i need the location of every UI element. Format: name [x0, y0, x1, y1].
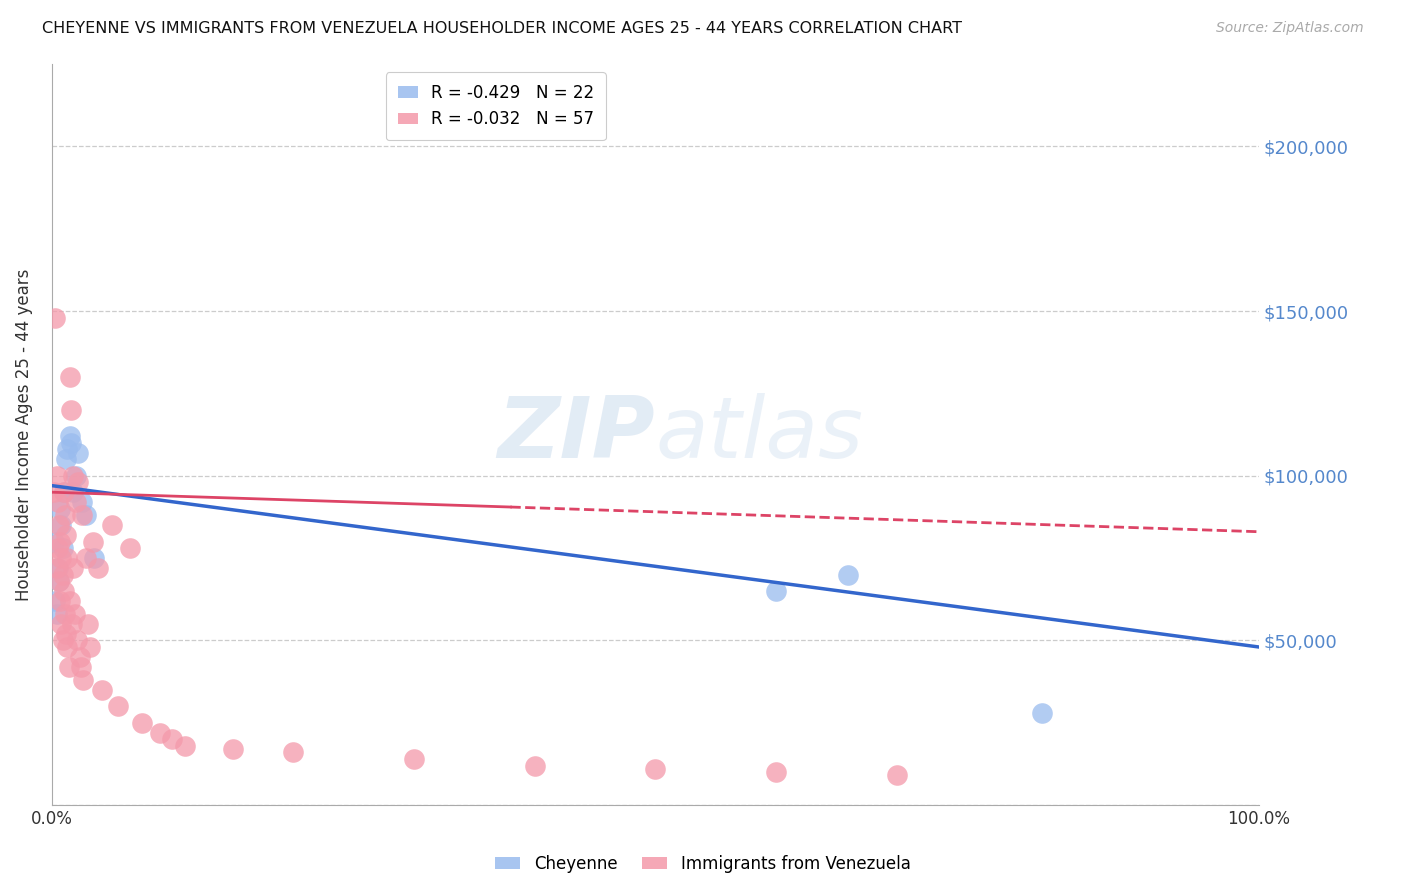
- Point: [765, 584, 787, 599]
- Point: [886, 768, 908, 782]
- Point: [765, 765, 787, 780]
- Point: [75, 551, 97, 566]
- Point: [60, 435, 83, 450]
- Point: [49, 594, 72, 608]
- Point: [49, 501, 72, 516]
- Point: [44, 310, 66, 325]
- Point: [45, 468, 67, 483]
- Point: [52, 541, 75, 556]
- Point: [53, 607, 76, 621]
- Point: [523, 758, 546, 772]
- Point: [48, 574, 70, 588]
- Point: [837, 567, 859, 582]
- Point: [52, 633, 75, 648]
- Point: [77, 616, 100, 631]
- Point: [59, 370, 82, 384]
- Point: [48, 574, 70, 588]
- Point: [44, 534, 66, 549]
- Point: [45, 607, 67, 621]
- Point: [59, 429, 82, 443]
- Point: [82, 534, 104, 549]
- Text: CHEYENNE VS IMMIGRANTS FROM VENEZUELA HOUSEHOLDER INCOME AGES 25 - 44 YEARS CORR: CHEYENNE VS IMMIGRANTS FROM VENEZUELA HO…: [42, 21, 962, 36]
- Point: [55, 627, 77, 641]
- Text: ZIP: ZIP: [498, 393, 655, 476]
- Point: [120, 541, 142, 556]
- Point: [69, 659, 91, 673]
- Point: [101, 518, 124, 533]
- Point: [52, 485, 75, 500]
- Point: [56, 640, 79, 654]
- Text: Source: ZipAtlas.com: Source: ZipAtlas.com: [1216, 21, 1364, 35]
- Point: [53, 508, 76, 523]
- Point: [49, 534, 72, 549]
- Text: atlas: atlas: [655, 393, 863, 476]
- Point: [56, 551, 79, 566]
- Point: [48, 518, 70, 533]
- Point: [44, 485, 66, 500]
- Point: [52, 485, 75, 500]
- Point: [52, 584, 75, 599]
- Point: [79, 640, 101, 654]
- Legend: Cheyenne, Immigrants from Venezuela: Cheyenne, Immigrants from Venezuela: [489, 848, 917, 880]
- Point: [51, 616, 73, 631]
- Legend: R = -0.429   N = 22, R = -0.032   N = 57: R = -0.429 N = 22, R = -0.032 N = 57: [387, 72, 606, 140]
- Point: [44, 594, 66, 608]
- Point: [67, 475, 90, 490]
- Point: [62, 485, 84, 500]
- Point: [52, 567, 75, 582]
- Point: [46, 495, 69, 509]
- Point: [62, 468, 84, 483]
- Point: [60, 402, 83, 417]
- Point: [46, 541, 69, 556]
- Point: [65, 468, 87, 483]
- Point: [58, 659, 80, 673]
- Point: [59, 594, 82, 608]
- Point: [46, 561, 69, 575]
- Point: [91, 682, 114, 697]
- Point: [70, 508, 93, 523]
- Point: [51, 551, 73, 566]
- Point: [131, 715, 153, 730]
- Point: [56, 442, 79, 457]
- Point: [644, 762, 666, 776]
- Point: [72, 673, 94, 687]
- Point: [67, 445, 90, 459]
- Point: [173, 739, 195, 753]
- Point: [83, 551, 105, 566]
- Point: [63, 607, 86, 621]
- Point: [55, 452, 77, 467]
- Point: [66, 633, 89, 648]
- Point: [1031, 706, 1053, 720]
- Point: [107, 699, 129, 714]
- Point: [86, 561, 108, 575]
- Point: [222, 742, 245, 756]
- Point: [75, 508, 97, 523]
- Point: [60, 616, 83, 631]
- Point: [162, 732, 184, 747]
- Point: [283, 745, 305, 759]
- Point: [70, 495, 93, 509]
- Point: [45, 561, 67, 575]
- Point: [65, 495, 87, 509]
- Y-axis label: Householder Income Ages 25 - 44 years: Householder Income Ages 25 - 44 years: [15, 268, 32, 600]
- Point: [149, 725, 172, 739]
- Point: [69, 649, 91, 664]
- Point: [402, 752, 425, 766]
- Point: [62, 561, 84, 575]
- Point: [55, 528, 77, 542]
- Point: [51, 518, 73, 533]
